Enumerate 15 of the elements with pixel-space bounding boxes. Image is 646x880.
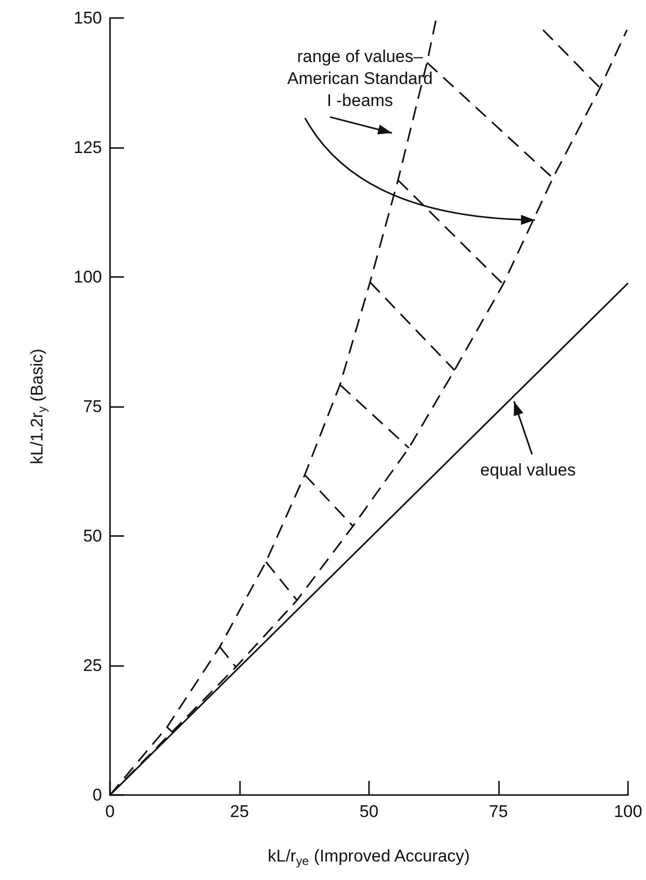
y-axis-title: kL/1.2ry (Basic) (28, 348, 49, 464)
y-tick-label: 150 (74, 8, 102, 28)
x-tick-label: 100 (614, 802, 642, 821)
x-tick-label: 0 (105, 802, 115, 821)
annotation: range of values– American Standard I -beams (287, 47, 433, 110)
y-tick-label: 75 (83, 397, 102, 416)
x-tick-label: 50 (360, 802, 378, 821)
y-tick-label: 125 (74, 138, 102, 157)
x-tick-label: 25 (230, 802, 249, 821)
y-tick-label: 0 (92, 786, 102, 804)
x-tick-label: 75 (489, 802, 508, 821)
y-tick-label: 25 (83, 656, 102, 675)
annotation: equal values (480, 460, 576, 480)
y-tick-label: 100 (74, 268, 102, 286)
y-tick-label: 50 (83, 526, 102, 546)
